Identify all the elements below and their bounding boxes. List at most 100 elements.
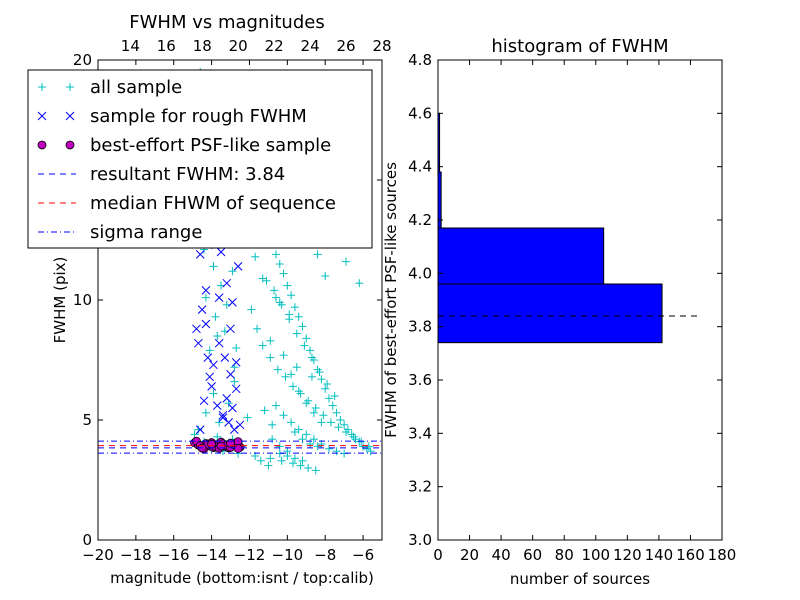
histogram-x-ticks: 0 20 40 60 80 100 120 140 160 180 [433,60,736,564]
histogram-x-tick-label: 60 [523,546,542,564]
series-1-point [193,338,203,348]
series-1-point-b [222,278,232,288]
legend-entry: sample for rough FWHM [37,106,307,127]
series-0-point [328,401,337,410]
series-0-point [262,276,271,285]
series-0-point [307,353,316,362]
scatter-top-tick-label: 22 [265,37,284,55]
histogram-x-tick-label: 80 [555,546,574,564]
series-1-point [231,384,241,394]
series-0-point [279,411,288,420]
series-0-point [292,363,301,372]
series-0-point [321,384,330,393]
histogram-plot-frame [437,59,723,541]
series-1-point [226,324,235,334]
scatter-top-tick-label: 16 [157,37,176,55]
scatter-x-tick-label: −12 [234,546,266,564]
series-1-point-b [218,410,228,420]
scatter-top-tick-label: 18 [193,37,212,55]
series-0-point [287,418,296,427]
series-1-point [231,358,241,367]
series-1-point-b [214,338,224,348]
histogram-y-tick-label: 4.4 [408,158,432,176]
series-1-point-b [205,372,215,382]
legend-marker-b [37,111,47,121]
series-1-point-b [226,324,235,334]
series-0-point [264,461,273,470]
series-0-point [302,430,311,439]
series-0-point [340,420,349,429]
histogram-y-tick-label: 3.2 [408,478,432,496]
series-0-point [319,411,328,420]
series-0-point [201,293,210,302]
series-2-point [233,444,243,453]
series-0-point [287,291,296,300]
series-1-point-b [218,413,228,422]
series-1-point-b [197,305,207,314]
legend-label: resultant FWHM: 3.84 [90,164,285,185]
histogram-x-tick-label: 20 [460,546,479,564]
series-1-point-b [231,384,241,394]
series-0-point [279,269,288,278]
scatter-x-tick-label: −8 [314,546,336,564]
histogram-y-tick-label: 3.0 [408,531,432,549]
legend-label: all sample [90,77,182,98]
series-0-point [283,447,292,456]
scatter-x-tick-label: −18 [120,546,152,564]
series-0-point [317,418,326,427]
series-1-point [218,410,228,420]
histogram-y-axis-label: FWHM of best-effort PSF-like sources [382,162,400,438]
legend-entry: sigma range [38,222,202,243]
series-1-point [229,425,239,434]
series-0-point [258,341,267,350]
series-1-point-b [212,401,222,410]
scatter-title: FWHM vs magnitudes [129,12,324,33]
legend-marker [66,83,74,91]
series-0-point [336,416,345,424]
series-1-point [222,278,232,288]
series-0-point [281,372,290,381]
series-1-point-b [220,353,230,362]
scatter-y-tick-label: 0 [82,531,92,549]
series-0-point [243,413,252,422]
legend-label: sample for rough FWHM [90,106,307,127]
histogram-x-tick-label: 100 [581,546,610,564]
series-0-point [313,442,322,451]
series-1-point-b [235,420,245,430]
histogram-y-tick-label: 4.2 [408,211,432,229]
series-1-point [224,418,233,427]
series-0-point [332,408,341,417]
series-0-point [205,346,214,355]
scatter-x-tick-label: −16 [158,546,190,564]
scatter-x-tick-label: −6 [352,546,374,564]
scatter-x-tick-label: −20 [82,546,114,564]
series-1-point-b [193,338,203,348]
series-0-point [311,404,320,412]
series-1-point [205,372,215,382]
scatter-y-tick-label: 5 [82,411,92,429]
series-0-point [300,341,309,350]
series-0-point [304,464,313,472]
series-0-point [355,279,364,288]
series-0-point [275,442,284,451]
series-0-point [228,267,237,276]
series-0-point [268,420,277,429]
series-1-point [209,360,218,370]
series-0-point [230,377,239,386]
series-1-point [235,420,245,430]
histogram-y-tick-label: 4.8 [408,51,432,69]
series-0-point [232,344,241,352]
series-1-point [201,286,211,295]
series-1-point [218,413,228,422]
legend-entry: resultant FWHM: 3.84 [38,164,285,185]
legend-label: best-effort PSF-like sample [90,135,331,156]
series-0-point [317,375,326,384]
series-0-point [292,329,301,338]
series-0-point [268,435,277,444]
legend-marker-b [65,111,75,121]
series-0-point [266,336,275,345]
series-0-point [266,353,275,362]
series-1-point-b [231,358,241,367]
series-0-point [321,272,330,280]
